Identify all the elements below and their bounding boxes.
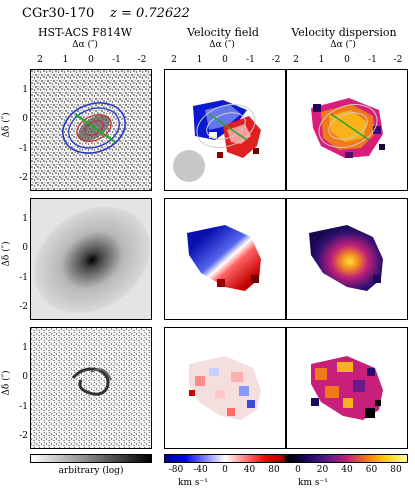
model-image-svg <box>31 199 151 319</box>
colorbar-tick-label: -40 <box>193 465 208 475</box>
x-tick-label: 0 <box>344 55 350 65</box>
ylabel-row-1: Δδ (″) <box>1 112 12 138</box>
dispersion-contour-2 <box>328 112 368 140</box>
colorbar-tick-label: -80 <box>168 465 184 475</box>
x-tick-label: -1 <box>246 55 255 65</box>
contour-core <box>84 120 104 136</box>
panel-model-dispersion <box>286 198 408 320</box>
colorbar-tick-label: 80 <box>268 465 280 475</box>
colorbar-velocity-unit: km s⁻¹ <box>178 478 208 488</box>
residual-dispersion-svg <box>287 328 407 448</box>
x-tick-label: -1 <box>112 55 121 65</box>
y-tick-label: 1 <box>22 343 28 353</box>
dispersion-contour-1 <box>318 104 378 148</box>
colorbar-dispersion-unit: km s⁻¹ <box>298 478 328 488</box>
ylabel-row-3: Δδ (″) <box>1 370 12 396</box>
panel-residual-velocity <box>164 327 286 449</box>
colorbar-tick-label: 60 <box>365 465 378 475</box>
contour-overlay-1 <box>196 104 256 148</box>
panel-hst-image <box>30 69 152 191</box>
x-tick-label: -2 <box>271 55 281 65</box>
x-tick-label: 2 <box>171 55 177 65</box>
panel-residual-image <box>30 327 152 449</box>
velocity-field-svg <box>165 70 285 190</box>
ylabel-row-2: Δδ (″) <box>1 241 12 267</box>
residual-velocity-map <box>189 356 261 420</box>
colorbar-intensity <box>30 454 152 463</box>
y-tick-label: 1 <box>22 85 28 95</box>
y-tick-label: -1 <box>19 401 28 412</box>
x-tick-label: -2 <box>393 55 403 65</box>
model-velocity-map <box>187 225 261 291</box>
colorbar-dispersion <box>286 454 408 463</box>
panel-velocity-field <box>164 69 286 191</box>
model-galaxy-profile <box>34 206 150 314</box>
column-title-dispersion: Velocity dispersion <box>291 26 397 39</box>
panel-model-image <box>30 198 152 320</box>
column-title-velocity: Velocity field <box>187 26 259 39</box>
column-title-hst: HST-ACS F814W <box>37 26 133 39</box>
colorbar-tick-label: 0 <box>295 465 301 475</box>
contour-mid <box>68 107 120 149</box>
colorbar-tick-label: 20 <box>316 465 329 475</box>
x-tick-label: 1 <box>318 55 325 65</box>
colorbar-tick-label: 0 <box>222 465 228 475</box>
y-tick-label: -2 <box>19 431 28 441</box>
model-velocity-svg <box>165 199 285 319</box>
y-tick-label: 0 <box>22 243 28 254</box>
y-tick-label: 0 <box>22 114 28 125</box>
residual-velocity-svg <box>165 328 285 448</box>
velocity-dispersion-svg <box>287 70 407 190</box>
psf-beam-circle <box>173 150 205 182</box>
residual-ring <box>71 367 110 396</box>
y-tick-label: -2 <box>19 302 28 312</box>
xlabel-dispersion: Δα (″) <box>330 40 356 50</box>
hst-image-svg <box>31 70 151 190</box>
dispersion-axis-line <box>330 113 370 141</box>
object-name: CGr30-170 <box>22 6 95 21</box>
residual-arm <box>90 368 112 381</box>
model-dispersion-svg <box>287 199 407 319</box>
xlabel-velocity: Δα (″) <box>209 40 235 50</box>
x-tick-label: 2 <box>293 55 299 65</box>
colorbar-tick-label: 40 <box>341 465 353 475</box>
panel-model-velocity <box>164 198 286 320</box>
kinematic-axis-line <box>208 113 248 141</box>
panel-velocity-dispersion <box>286 69 408 191</box>
x-tick-label: 0 <box>222 55 228 65</box>
model-dispersion-map <box>309 225 383 291</box>
contour-overlay-2 <box>206 112 246 140</box>
contour-outer <box>62 102 126 154</box>
x-tick-label: 0 <box>88 55 94 65</box>
y-tick-label: -2 <box>19 173 28 183</box>
panel-residual-dispersion <box>286 327 408 449</box>
major-axis-line <box>74 113 116 143</box>
y-tick-label: -1 <box>19 272 28 283</box>
colorbar-velocity <box>164 454 286 463</box>
colorbar-intensity-label: arbitrary (log) <box>58 466 124 476</box>
x-tick-label: -2 <box>137 55 147 65</box>
residual-dispersion-map <box>311 356 383 420</box>
residual-image-svg <box>31 328 151 448</box>
xlabel-hst: Δα (″) <box>72 40 98 50</box>
x-tick-label: -1 <box>368 55 377 65</box>
colorbar-tick-label: 40 <box>243 465 256 475</box>
y-tick-label: 1 <box>22 214 28 224</box>
y-tick-label: 0 <box>22 372 28 383</box>
x-tick-label: 2 <box>37 55 43 65</box>
y-tick-label: -1 <box>19 143 28 154</box>
x-tick-label: 1 <box>62 55 69 65</box>
colorbar-tick-label: 80 <box>390 465 402 475</box>
redshift-label: z = 0.72622 <box>110 6 190 21</box>
contour-inner <box>76 114 112 142</box>
x-tick-label: 1 <box>196 55 203 65</box>
